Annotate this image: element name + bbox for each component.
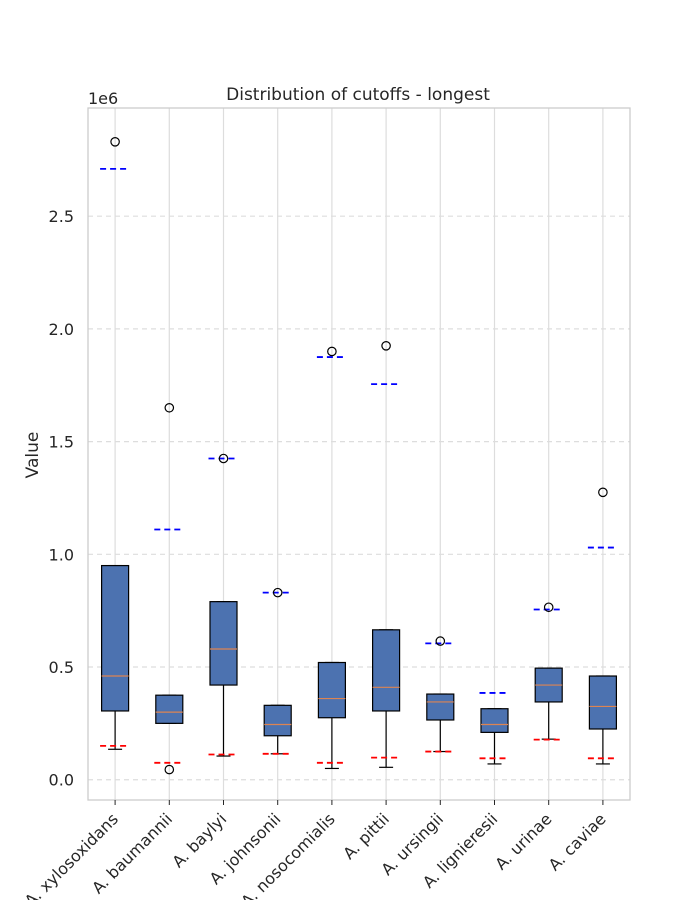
boxes-group [100,137,618,775]
box-5 [316,346,347,770]
iqr-box [317,661,346,719]
grid-lines [88,108,630,800]
outlier-point [327,346,337,357]
x-tick-label: A. pittii [339,809,393,863]
box-1 [100,137,131,750]
iqr-box [209,601,238,686]
outlier-point [435,636,446,646]
outlier-point [110,137,120,147]
iqr-box [263,704,292,737]
iqr-box [426,693,455,721]
iqr-box [588,675,618,730]
box-6 [371,341,402,768]
outlier-point [218,453,229,464]
x-tick-label: A. urinae [491,809,555,873]
y-axis-label: Value [23,432,43,479]
plot-frame [87,107,631,801]
box-7 [425,636,456,753]
outlier-point [272,587,283,598]
box-10 [587,487,618,765]
iqr-box [372,629,401,712]
box-3 [208,453,239,757]
chart-title: Distribution of cutoffs - longest [226,85,490,105]
y-tick-label: 0.5 [49,658,74,677]
iqr-box [155,694,184,724]
outlier-point [598,487,608,498]
box-9 [533,602,564,741]
outlier-point [164,402,175,413]
outlier-point [543,602,554,613]
outlier-point [381,341,391,351]
box-8 [479,692,510,765]
y-tick-label: 1.0 [49,545,74,564]
y-tick-label: 2.0 [49,320,74,339]
iqr-box [480,708,509,733]
y-tick-label: 1.5 [49,433,74,452]
outlier-point [164,764,175,775]
box-4 [262,587,293,755]
y-tick-label: 2.5 [49,207,74,226]
iqr-box [100,564,130,712]
box-2 [154,402,185,775]
y-axis-offset-label: 1e6 [88,89,118,108]
x-tick-label: A. caviae [545,809,610,874]
y-tick-label: 0.0 [49,771,74,790]
